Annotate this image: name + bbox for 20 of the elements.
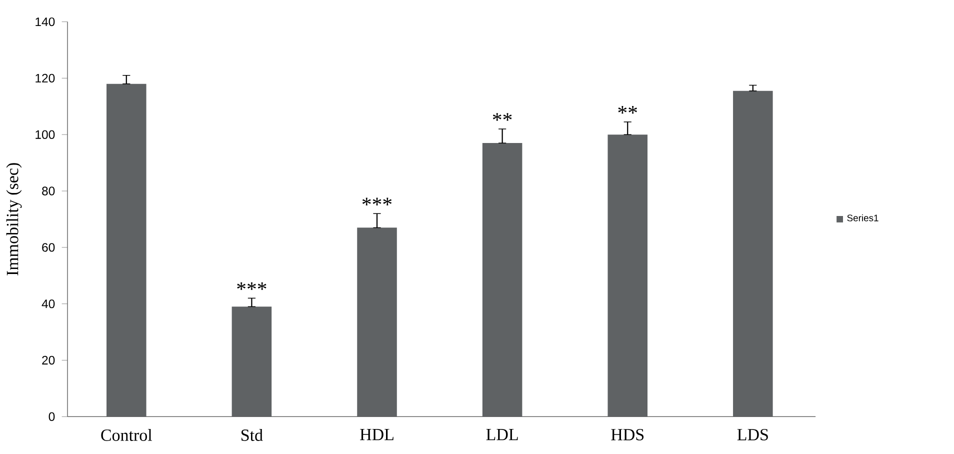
x-tick-label: HDL <box>360 429 394 440</box>
x-tick-label: LDL <box>486 429 518 440</box>
annotation: ** <box>492 113 512 121</box>
y-tick-label: 20 <box>42 356 55 365</box>
y-tick-label: 60 <box>42 243 55 252</box>
y-tick-label: 80 <box>42 186 55 196</box>
y-tick-label: 40 <box>42 300 55 308</box>
y-tick-label: 120 <box>36 74 55 83</box>
y-axis-title: Immobility (sec) <box>6 163 22 276</box>
x-tick-label: Control <box>101 429 152 442</box>
y-tick-label: 100 <box>36 130 55 140</box>
x-tick-label: Std <box>242 429 263 442</box>
annotation: *** <box>362 198 392 206</box>
annotation: ** <box>618 106 637 114</box>
legend-label: Series1 <box>847 214 878 222</box>
y-tick-label: 0 <box>48 412 55 422</box>
x-tick-label: LDS <box>737 429 768 441</box>
annotation: *** <box>237 282 266 290</box>
x-tick-label: HDS <box>611 429 644 441</box>
y-tick-label: 140 <box>36 18 55 26</box>
